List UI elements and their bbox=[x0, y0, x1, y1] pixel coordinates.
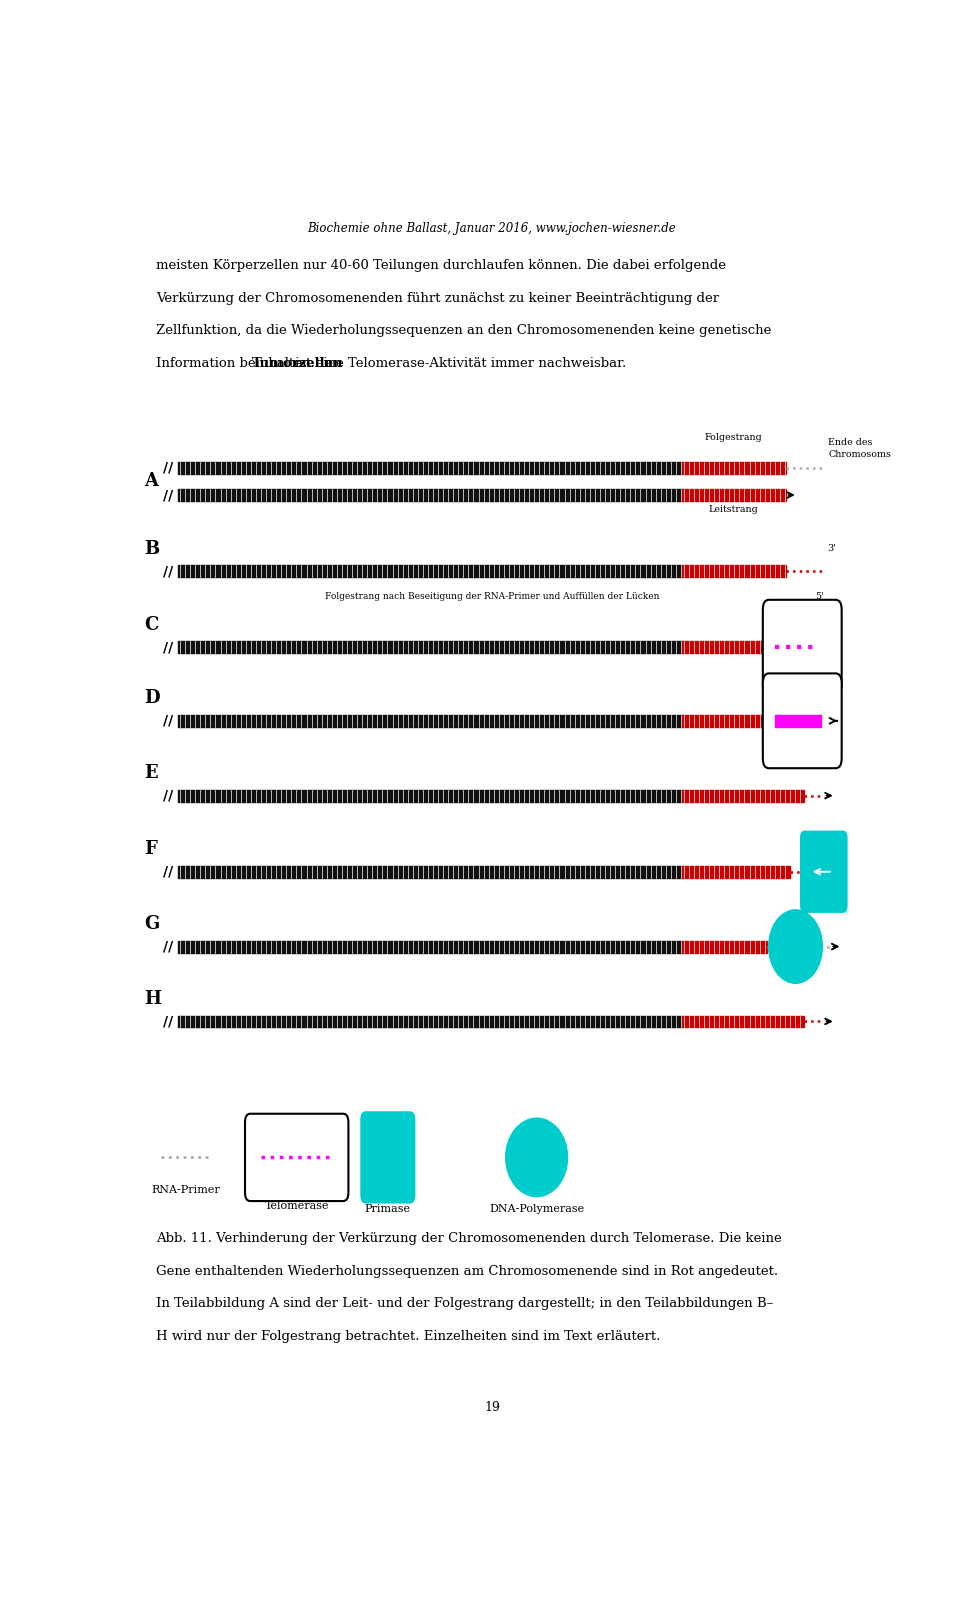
Text: //: // bbox=[163, 714, 174, 727]
Bar bbox=[682, 714, 769, 727]
Bar bbox=[178, 489, 682, 501]
Text: DNA-Polymerase: DNA-Polymerase bbox=[489, 1204, 585, 1213]
Text: F: F bbox=[144, 841, 156, 859]
Bar bbox=[178, 1016, 682, 1027]
Text: //: // bbox=[163, 1014, 174, 1029]
Text: Folgestrang: Folgestrang bbox=[705, 433, 762, 442]
Text: Gene enthaltenden Wiederholungssequenzen am Chromosomenende sind in Rot angedeut: Gene enthaltenden Wiederholungssequenzen… bbox=[156, 1265, 778, 1278]
Bar bbox=[682, 1016, 804, 1027]
Text: //: // bbox=[163, 640, 174, 654]
Text: //: // bbox=[163, 940, 174, 954]
Bar bbox=[178, 714, 682, 727]
Ellipse shape bbox=[505, 1118, 568, 1197]
Bar bbox=[682, 462, 786, 473]
Ellipse shape bbox=[768, 909, 823, 983]
Text: 3': 3' bbox=[827, 544, 836, 552]
Text: Telomerase: Telomerase bbox=[265, 1200, 329, 1212]
Text: E: E bbox=[144, 765, 157, 782]
Text: //: // bbox=[163, 789, 174, 802]
Text: C: C bbox=[144, 616, 158, 633]
Text: 19: 19 bbox=[484, 1401, 500, 1414]
Text: 5': 5' bbox=[816, 591, 825, 601]
Bar bbox=[682, 489, 786, 501]
FancyBboxPatch shape bbox=[763, 599, 842, 695]
Text: Verkürzung der Chromosomenenden führt zunächst zu keiner Beeinträchtigung der: Verkürzung der Chromosomenenden führt zu… bbox=[156, 292, 719, 305]
Text: A: A bbox=[144, 473, 157, 491]
FancyBboxPatch shape bbox=[360, 1111, 416, 1204]
Text: Ende des: Ende des bbox=[828, 437, 873, 447]
Text: Folgestrang nach Beseitigung der RNA-Primer und Auffüllen der Lücken: Folgestrang nach Beseitigung der RNA-Pri… bbox=[324, 591, 660, 601]
Bar bbox=[178, 565, 682, 577]
Text: //: // bbox=[163, 564, 174, 578]
Bar bbox=[682, 565, 786, 577]
Bar bbox=[775, 714, 821, 727]
Text: H: H bbox=[144, 990, 161, 1008]
Text: ist eine Telomerase-Aktivität immer nachweisbar.: ist eine Telomerase-Aktivität immer nach… bbox=[291, 356, 626, 369]
Text: Biochemie ohne Ballast, Januar 2016, www.jochen-wiesner.de: Biochemie ohne Ballast, Januar 2016, www… bbox=[307, 222, 677, 235]
Text: RNA-Primer: RNA-Primer bbox=[151, 1184, 220, 1196]
Bar bbox=[682, 789, 804, 802]
Bar bbox=[178, 642, 682, 653]
Text: //: // bbox=[163, 460, 174, 475]
Text: //: // bbox=[163, 488, 174, 502]
Bar bbox=[682, 642, 769, 653]
Bar bbox=[682, 865, 789, 878]
Text: Abb. 11. Verhinderung der Verkürzung der Chromosomenenden durch Telomerase. Die : Abb. 11. Verhinderung der Verkürzung der… bbox=[156, 1233, 781, 1246]
Text: Zellfunktion, da die Wiederholungssequenzen an den Chromosomenenden keine geneti: Zellfunktion, da die Wiederholungssequen… bbox=[156, 324, 771, 337]
Text: Leitstrang: Leitstrang bbox=[708, 505, 758, 514]
Text: meisten Körperzellen nur 40-60 Teilungen durchlaufen können. Die dabei erfolgend: meisten Körperzellen nur 40-60 Teilungen… bbox=[156, 259, 726, 272]
Text: Primase: Primase bbox=[365, 1204, 411, 1213]
Bar bbox=[178, 462, 682, 473]
Text: //: // bbox=[163, 865, 174, 878]
Bar bbox=[178, 865, 682, 878]
FancyBboxPatch shape bbox=[800, 831, 848, 914]
Text: In Teilabbildung A sind der Leit- und der Folgestrang dargestellt; in den Teilab: In Teilabbildung A sind der Leit- und de… bbox=[156, 1298, 773, 1311]
Text: B: B bbox=[144, 539, 159, 557]
FancyBboxPatch shape bbox=[245, 1113, 348, 1200]
Text: G: G bbox=[144, 915, 159, 933]
Text: Chromosoms: Chromosoms bbox=[828, 450, 891, 458]
Bar bbox=[178, 941, 682, 953]
Text: H wird nur der Folgestrang betrachtet. Einzelheiten sind im Text erläutert.: H wird nur der Folgestrang betrachtet. E… bbox=[156, 1330, 660, 1343]
Bar bbox=[178, 789, 682, 802]
Text: Information beinhalten. In: Information beinhalten. In bbox=[156, 356, 337, 369]
FancyBboxPatch shape bbox=[763, 674, 842, 768]
Text: Tumorzellen: Tumorzellen bbox=[252, 356, 344, 369]
Bar bbox=[682, 941, 767, 953]
Text: D: D bbox=[144, 690, 159, 708]
